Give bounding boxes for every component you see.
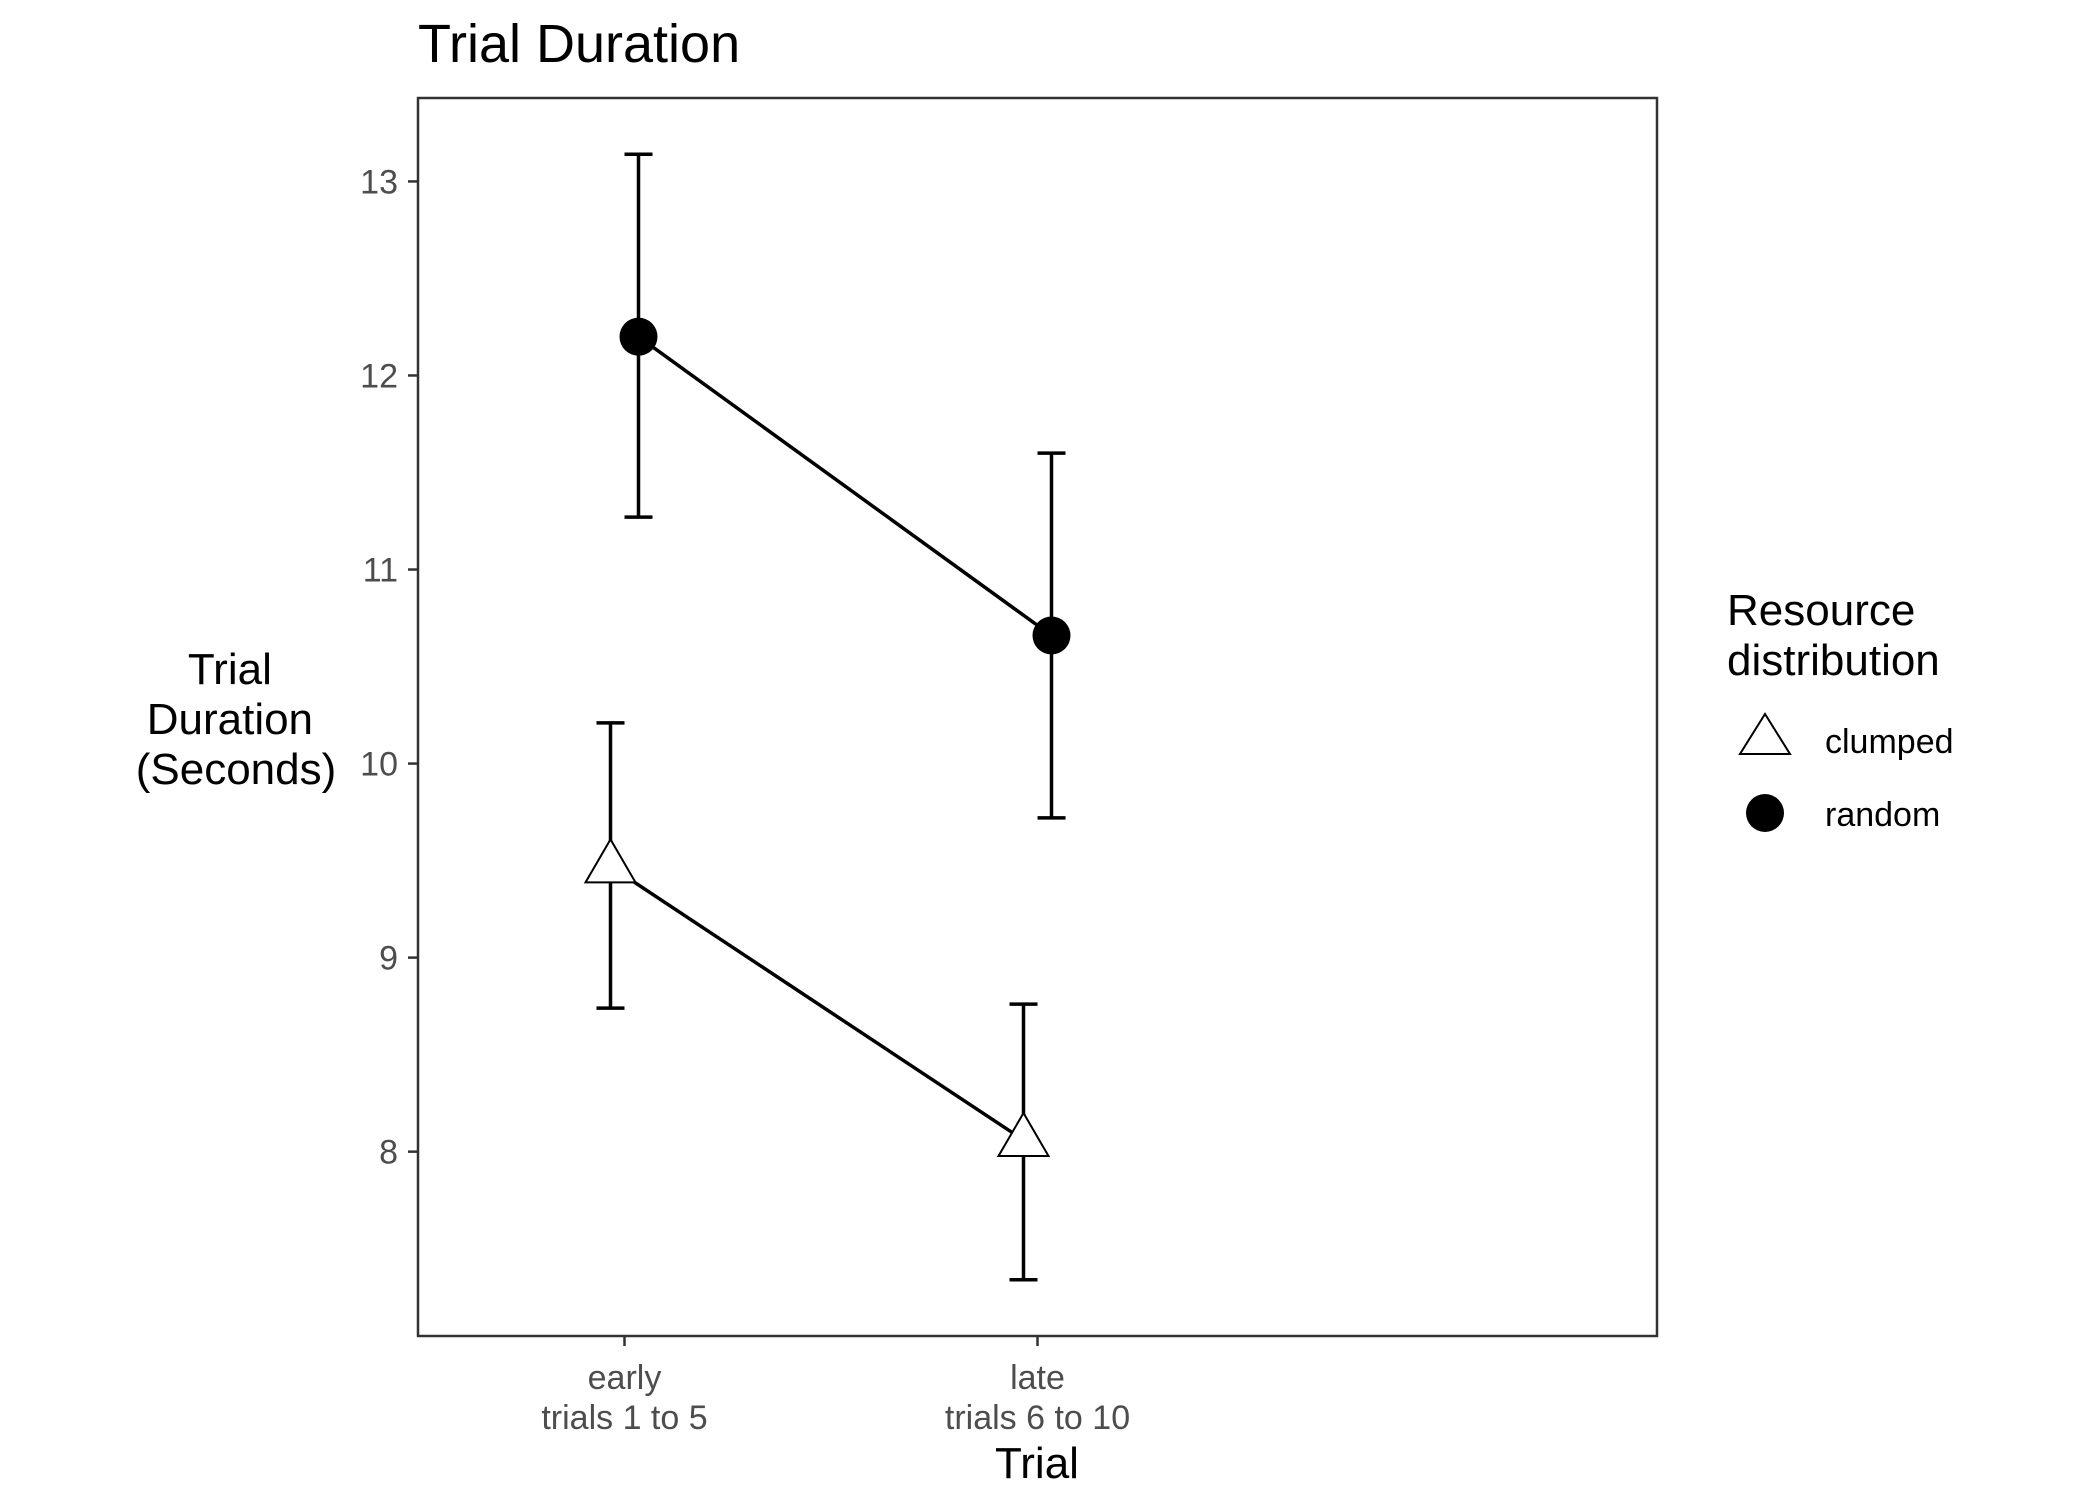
legend-label-clumped: clumped <box>1825 723 1954 761</box>
series-line-random <box>637 335 1053 637</box>
point-clumped-0 <box>583 837 638 884</box>
point-clumped-1 <box>996 1111 1051 1158</box>
series-line-clumped <box>609 864 1025 1142</box>
y-tick-label-12: 12 <box>360 357 398 395</box>
y-tick-label-8: 8 <box>379 1134 398 1172</box>
legend-key-clumped-triangle <box>1738 712 1792 755</box>
x-axis: early trials 1 to 5 late trials 6 to 10 <box>541 1336 1130 1437</box>
plot-panel <box>416 96 1659 1338</box>
legend: Resource distribution clumped random <box>1727 586 1954 834</box>
legend-label-random: random <box>1825 796 1940 834</box>
legend-title: Resource distribution <box>1727 586 1940 685</box>
x-tick-label-1-line-1: late <box>1010 1359 1065 1397</box>
x-tick-label-0: early trials 1 to 5 <box>541 1359 707 1437</box>
y-axis-title-line-1: Trial <box>188 645 272 694</box>
series-layer <box>583 152 1071 1282</box>
point-random-0 <box>619 317 658 356</box>
y-tick-label-9: 9 <box>379 940 398 978</box>
y-axis-title-line-2: Duration <box>147 695 313 744</box>
y-axis-title: Trial Duration (Seconds) <box>136 645 337 794</box>
point-random-1 <box>1032 616 1071 655</box>
y-axis-title-line-3: (Seconds) <box>136 745 337 794</box>
legend-title-line-1: Resource <box>1727 586 1915 635</box>
x-tick-label-0-line-1: early <box>588 1359 662 1397</box>
x-tick-label-0-line-2: trials 1 to 5 <box>541 1399 707 1437</box>
legend-key-random-circle <box>1746 794 1784 832</box>
x-tick-label-1-line-2: trials 6 to 10 <box>945 1399 1130 1437</box>
y-tick-label-11: 11 <box>363 552 398 590</box>
legend-title-line-2: distribution <box>1727 636 1940 685</box>
x-tick-label-1: late trials 6 to 10 <box>945 1359 1130 1437</box>
y-tick-label-10: 10 <box>360 746 398 784</box>
chart-title: Trial Duration <box>418 14 740 74</box>
y-axis: 8 9 10 11 12 13 <box>360 163 418 1172</box>
y-tick-label-13: 13 <box>360 163 398 201</box>
x-axis-title: Trial <box>995 1439 1079 1488</box>
